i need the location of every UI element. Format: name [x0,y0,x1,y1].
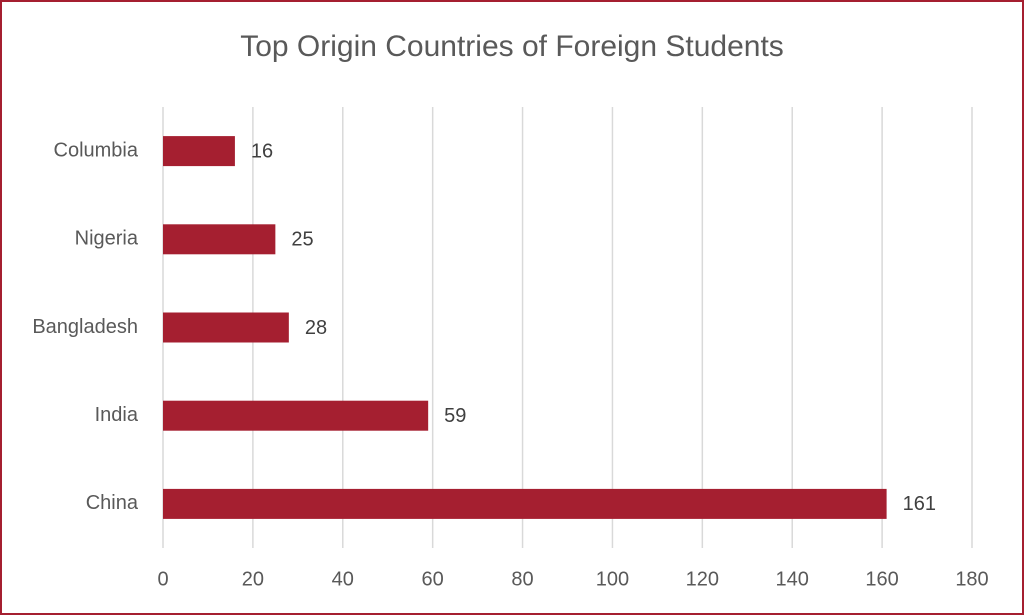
chart-title: Top Origin Countries of Foreign Students [240,30,784,63]
data-label: 16 [251,140,273,162]
y-tick-label: Bangladesh [32,316,138,338]
bar [163,400,429,431]
y-tick-label: Columbia [54,139,139,161]
bar [163,312,289,343]
x-tick-label: 160 [865,568,898,590]
bar [163,136,235,167]
data-label: 28 [305,317,327,339]
bar [163,488,887,519]
x-tick-label: 180 [955,568,988,590]
x-tick-label: 100 [596,568,629,590]
x-tick-label: 60 [422,568,444,590]
y-tick-label: China [86,492,139,514]
y-tick-label: Nigeria [75,228,139,250]
data-label: 25 [291,229,313,251]
y-tick-label: India [95,404,139,426]
data-label: 161 [903,493,936,515]
x-tick-label: 20 [242,568,264,590]
x-tick-label: 80 [511,568,533,590]
x-tick-label: 120 [686,568,719,590]
x-tick-label: 0 [157,568,168,590]
bar [163,224,276,255]
data-label: 59 [444,405,466,427]
x-tick-label: 140 [776,568,809,590]
x-tick-label: 40 [332,568,354,590]
